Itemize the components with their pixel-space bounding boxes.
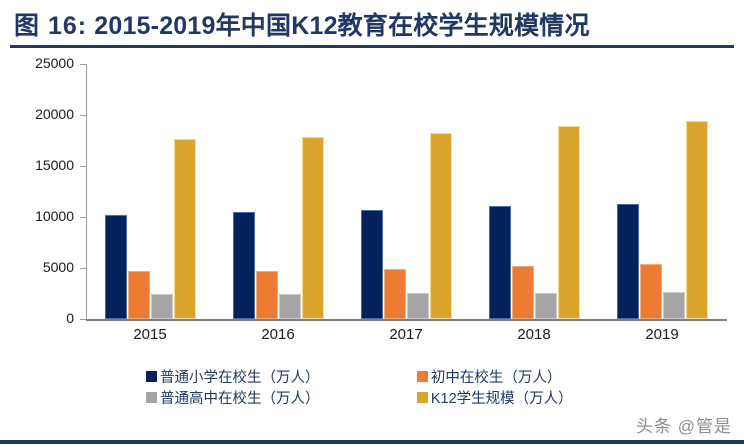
bar-group — [488, 64, 580, 319]
bar-group — [616, 64, 708, 319]
bar[interactable] — [685, 120, 708, 319]
y-axis-tick — [80, 217, 86, 218]
y-axis-tick-label: 10000 — [35, 208, 74, 224]
y-axis-tick — [80, 319, 86, 320]
watermark: 头条 @管是 — [636, 417, 732, 436]
bar[interactable] — [173, 139, 196, 319]
legend-item-primary-school[interactable]: 普通小学在校生（万人） — [146, 366, 417, 387]
bar[interactable] — [301, 136, 324, 319]
y-axis-tick — [80, 166, 86, 167]
x-axis-tick-label: 2015 — [133, 326, 167, 343]
bar[interactable] — [255, 271, 278, 319]
bar[interactable] — [639, 264, 662, 319]
page-title: 图 16: 2015-2019年中国K12教育在校学生规模情况 — [14, 6, 590, 42]
bar[interactable] — [616, 204, 639, 319]
bar[interactable] — [429, 132, 452, 319]
legend-swatch-icon — [146, 371, 157, 382]
figure-header: 图 16: 2015-2019年中国K12教育在校学生规模情况 — [0, 0, 744, 52]
bar-group — [232, 64, 324, 319]
bar-group — [104, 64, 196, 319]
y-axis-line — [86, 64, 87, 320]
legend-row-2: 普通高中在校生（万人） K12学生规模（万人） — [146, 387, 616, 408]
bar[interactable] — [383, 269, 406, 319]
x-axis-tick-label: 2016 — [261, 326, 295, 343]
bar[interactable] — [662, 292, 685, 319]
legend-item-k12-total[interactable]: K12学生规模（万人） — [416, 387, 616, 408]
legend-swatch-icon — [416, 392, 428, 403]
y-axis-tick-label: 15000 — [35, 157, 74, 173]
y-axis-tick-label: 0 — [66, 310, 74, 326]
x-axis-line — [86, 319, 727, 321]
plot-area — [86, 64, 726, 319]
bar[interactable] — [127, 271, 150, 319]
footer-divider — [0, 440, 744, 444]
bar-group — [360, 64, 452, 319]
legend-item-middle-school[interactable]: 初中在校生（万人） — [416, 366, 616, 387]
x-axis-tick-label: 2017 — [389, 326, 423, 343]
y-axis-tick — [80, 64, 86, 65]
bar[interactable] — [232, 212, 255, 319]
y-axis-tick — [80, 115, 86, 116]
x-axis-tick-label: 2018 — [517, 326, 551, 343]
legend-swatch-icon — [146, 392, 157, 403]
legend-swatch-icon — [416, 371, 428, 382]
bar[interactable] — [104, 214, 127, 319]
y-axis-tick — [80, 268, 86, 269]
legend-label: K12学生规模（万人） — [430, 391, 573, 407]
y-axis-tick-label: 25000 — [35, 55, 74, 71]
y-axis-tick-label: 20000 — [35, 106, 74, 122]
legend-label: 初中在校生（万人） — [430, 370, 562, 386]
bar[interactable] — [406, 292, 429, 319]
bar[interactable] — [534, 292, 557, 319]
legend-row-1: 普通小学在校生（万人） 初中在校生（万人） — [146, 366, 616, 387]
legend-label: 普通小学在校生（万人） — [160, 370, 320, 386]
x-axis-tick-label: 2019 — [645, 326, 679, 343]
chart-legend: 普通小学在校生（万人） 初中在校生（万人） 普通高中在校生（万人） K12学生规… — [146, 366, 616, 408]
figure-number: 图 16: — [14, 12, 88, 40]
bar[interactable] — [150, 293, 173, 319]
bar[interactable] — [557, 126, 580, 319]
title-divider — [10, 45, 734, 48]
bar[interactable] — [488, 206, 511, 319]
figure-title-text: 2015-2019年中国K12教育在校学生规模情况 — [94, 12, 590, 40]
legend-label: 普通高中在校生（万人） — [160, 391, 320, 407]
bar[interactable] — [511, 266, 534, 319]
legend-item-high-school[interactable]: 普通高中在校生（万人） — [146, 387, 417, 408]
bar[interactable] — [278, 293, 301, 319]
y-axis-tick-label: 5000 — [42, 259, 74, 275]
bar[interactable] — [360, 209, 383, 319]
bar-chart: 0 5000 10000 15000 20000 25000 2015 2016 2017 20… — [0, 52, 744, 362]
